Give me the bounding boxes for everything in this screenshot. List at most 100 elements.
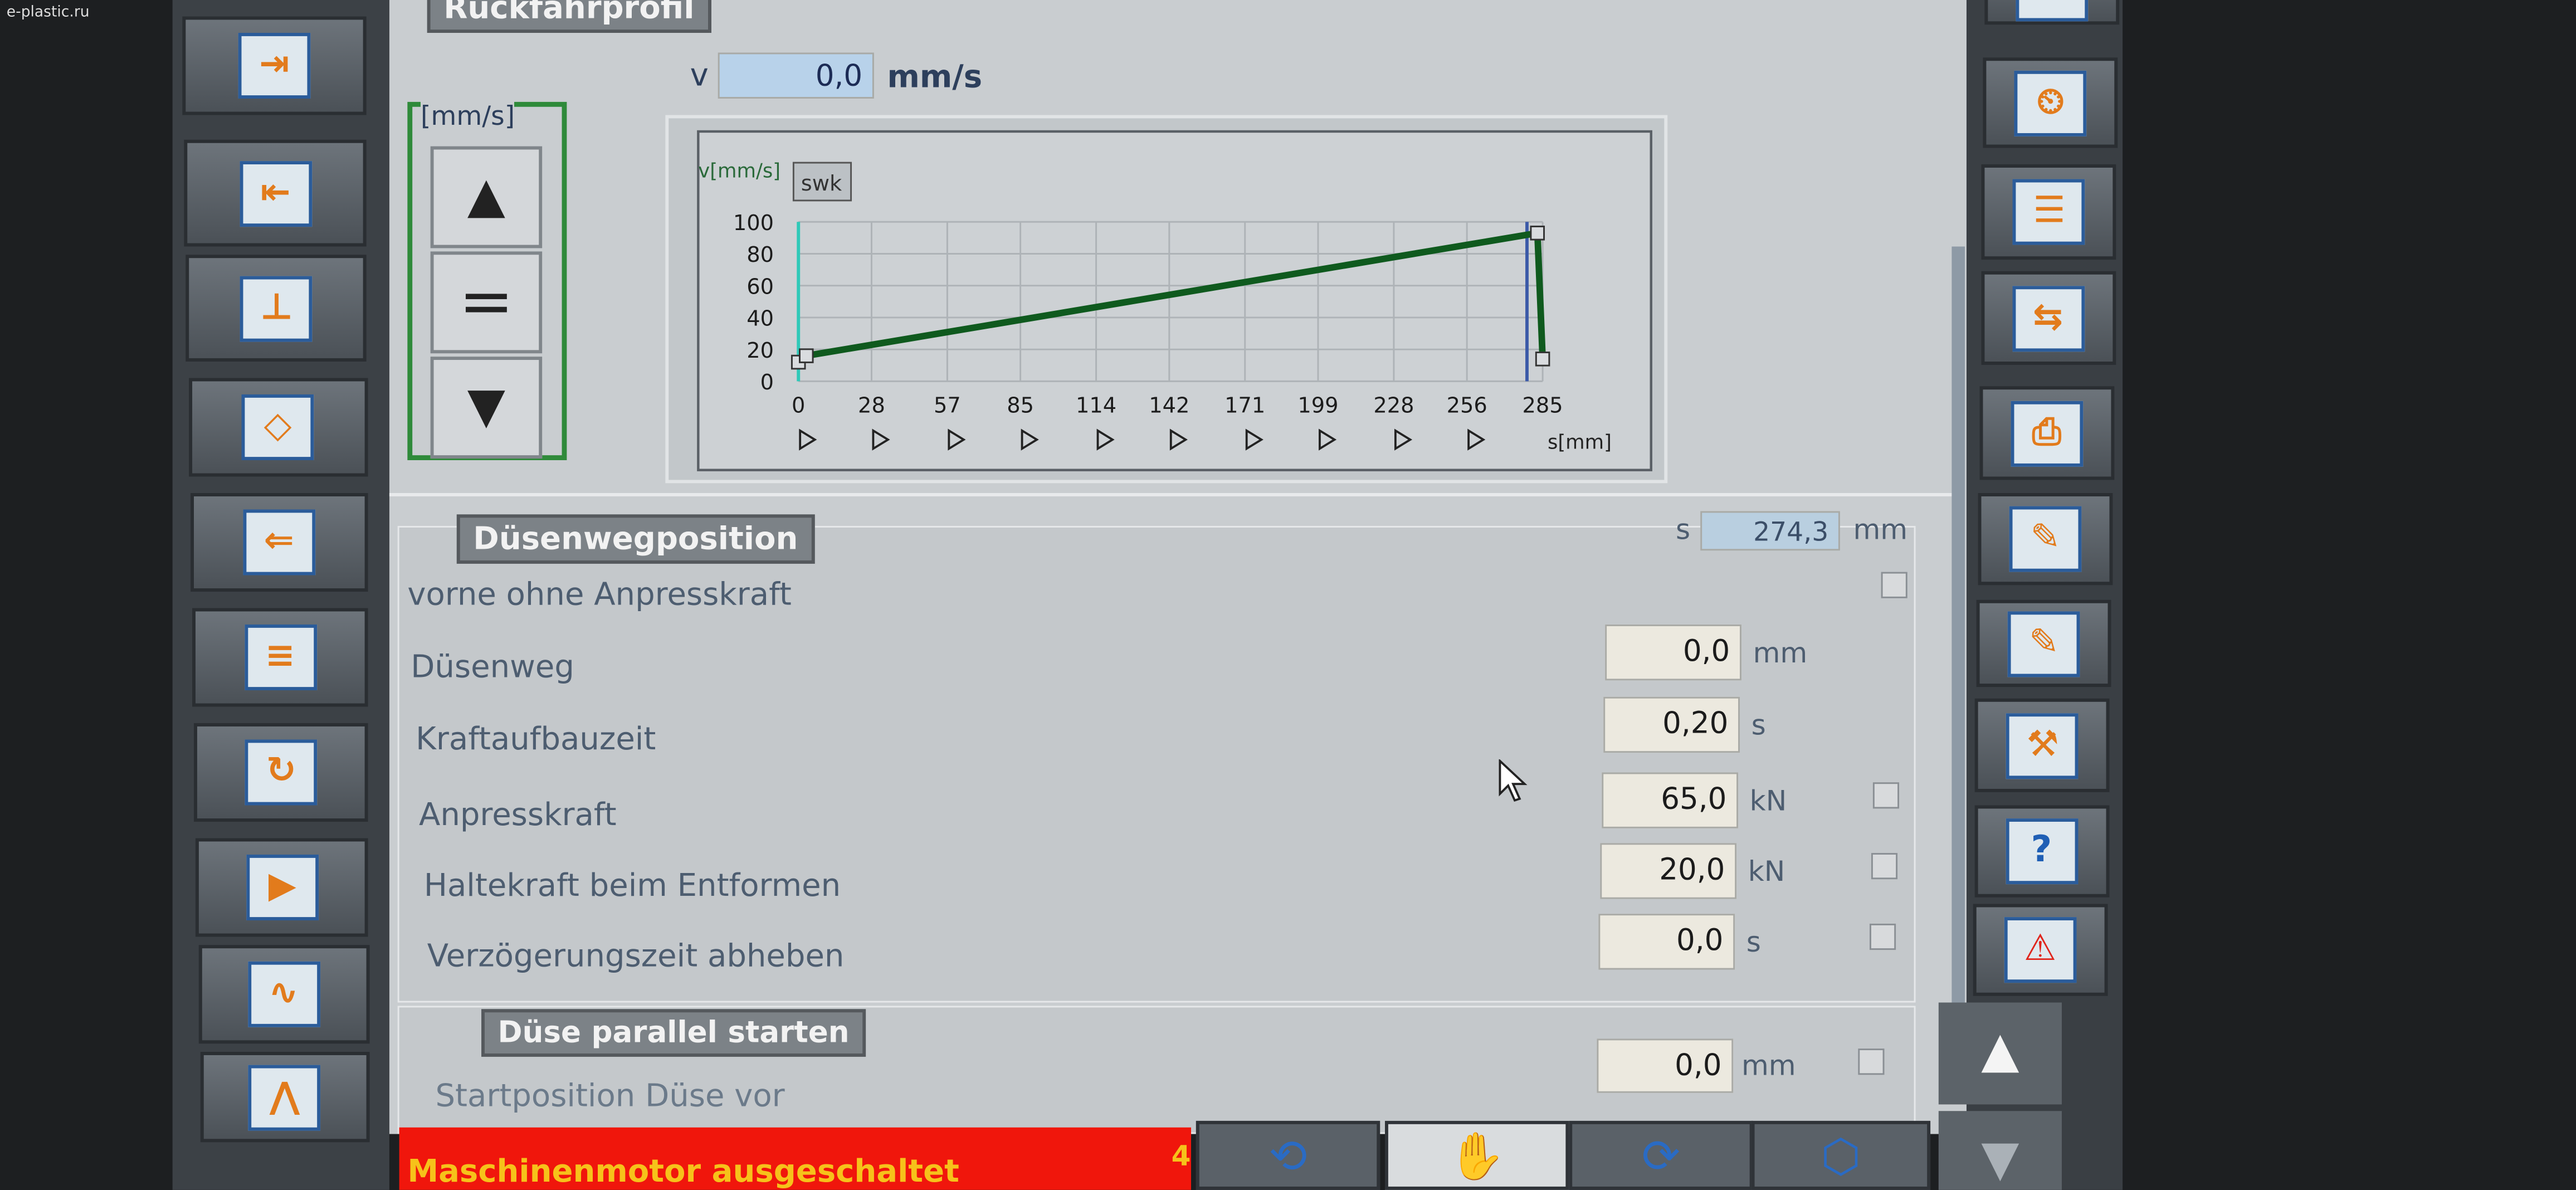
- auto-cycle-button[interactable]: ⟲: [1196, 1120, 1380, 1190]
- v-value-field[interactable]: 0,0: [718, 52, 874, 99]
- row-value-field[interactable]: 0,0: [1605, 625, 1741, 681]
- row-checkbox[interactable]: [1869, 923, 1896, 950]
- section-title-nozzle-position: Düsenwegposition: [456, 514, 814, 564]
- injection-unit-button[interactable]: ◇: [188, 378, 368, 477]
- marker-arrow-icon[interactable]: [799, 428, 817, 451]
- alarm-button[interactable]: ⚠: [1973, 904, 2107, 996]
- parallel-start-field[interactable]: 0,0: [1597, 1038, 1734, 1093]
- profile-point-handle[interactable]: [1530, 226, 1545, 241]
- semi-auto-button[interactable]: ⟳: [1569, 1120, 1753, 1190]
- parallel-start-checkbox[interactable]: [1858, 1048, 1885, 1075]
- y-tick-label: 0: [760, 370, 774, 395]
- chart-inner: [697, 130, 1652, 471]
- row-label: vorne ohne Anpresskraft: [407, 577, 792, 613]
- chart-frame: 0 28 57 85 114 142 171 199 228 256 285 0 20 40 60 80 100…: [665, 115, 1668, 484]
- row-unit: s: [1746, 926, 1761, 960]
- edit-settings-button[interactable]: ✎: [1977, 599, 2112, 687]
- y-axis-label: v[mm/s]: [698, 160, 780, 183]
- transfer-icon: ⇆: [2012, 285, 2085, 351]
- heating-icon: ∿: [247, 961, 320, 1027]
- screw-back-button[interactable]: ⇐: [190, 493, 368, 592]
- row-checkbox[interactable]: [1881, 572, 1907, 598]
- scroll-up-button[interactable]: ▲: [1938, 1002, 2062, 1105]
- heating-button[interactable]: ∿: [198, 945, 369, 1044]
- x-tick-label: 142: [1149, 393, 1189, 418]
- profile-point-handle[interactable]: [1535, 352, 1550, 367]
- screw-rotate-button[interactable]: ↻: [194, 723, 369, 822]
- row-checkbox[interactable]: [1872, 782, 1900, 809]
- row-value-field[interactable]: 20,0: [1600, 843, 1737, 899]
- nozzle-back-icon: ⇤: [239, 160, 312, 226]
- v-unit: mm/s: [887, 59, 983, 96]
- full-auto-button[interactable]: ⬡: [1751, 1120, 1931, 1190]
- save-button[interactable]: ▭: [1984, 0, 2120, 25]
- marker-arrow-icon[interactable]: [1096, 428, 1115, 451]
- s-unit: mm: [1853, 514, 1908, 548]
- printer-button[interactable]: ⎙: [1979, 386, 2114, 480]
- parallel-start-unit: mm: [1741, 1050, 1796, 1084]
- scrollbar[interactable]: [1951, 246, 1965, 1101]
- full-auto-icon: ⬡: [1821, 1129, 1861, 1183]
- marker-arrow-icon[interactable]: [1245, 428, 1263, 451]
- marker-arrow-icon[interactable]: [1319, 428, 1337, 451]
- transfer-button[interactable]: ⇆: [1980, 271, 2116, 365]
- y-tick-label: 80: [747, 242, 774, 267]
- row-unit: kN: [1749, 786, 1787, 819]
- x-tick-label: 57: [934, 393, 961, 418]
- y-tick-label: 40: [747, 306, 774, 331]
- row-unit: s: [1751, 710, 1766, 743]
- marker-arrow-icon[interactable]: [1169, 428, 1188, 451]
- injection-button[interactable]: ▶: [196, 838, 369, 937]
- x-tick-label: 28: [858, 393, 885, 418]
- marker-arrow-icon[interactable]: [872, 428, 890, 451]
- x-tick-label: 85: [1007, 393, 1034, 418]
- v-label: v: [690, 57, 709, 94]
- profile-point-handle[interactable]: [799, 348, 814, 363]
- row-checkbox[interactable]: [1871, 853, 1898, 880]
- pages-icon: ☰: [2013, 179, 2086, 245]
- tools-button[interactable]: ⚒: [1975, 698, 2110, 792]
- edit-icon: ✎: [2009, 506, 2082, 572]
- tools-icon: ⚒: [2006, 712, 2079, 778]
- hand-mode-button[interactable]: ✋: [1385, 1120, 1569, 1190]
- help-button[interactable]: ?: [1974, 805, 2109, 898]
- velocity-profile-chart: 0 28 57 85 114 142 171 199 228 256 285 0 20 40 60 80 100…: [697, 130, 1652, 471]
- speed-equal-button[interactable]: =: [430, 251, 543, 354]
- profile-graph-button[interactable]: ⋀: [200, 1052, 369, 1143]
- auto-cycle-icon: ⟲: [1269, 1129, 1307, 1183]
- marker-arrow-icon[interactable]: [1394, 428, 1413, 451]
- s-label: s: [1675, 514, 1691, 548]
- row-value-field[interactable]: 0,0: [1598, 914, 1735, 970]
- swk-button[interactable]: [792, 162, 852, 202]
- row-label: Düsenweg: [411, 649, 574, 686]
- marker-arrow-icon[interactable]: [1467, 428, 1486, 451]
- screw-rotate-icon: ↻: [245, 739, 318, 806]
- screw-profile-icon: ≡: [243, 625, 316, 690]
- status-bar: Maschinenmotor ausgeschaltet 4: [399, 1127, 1192, 1190]
- screw-back-icon: ⇐: [242, 509, 315, 576]
- edit-button[interactable]: ✎: [1978, 493, 2113, 586]
- marker-arrow-icon[interactable]: [1021, 428, 1039, 451]
- marker-arrow-icon[interactable]: [948, 428, 966, 451]
- row-label: Haltekraft beim Entformen: [423, 867, 841, 904]
- save-icon: ▭: [2016, 0, 2089, 21]
- nozzle-back-button[interactable]: ⇤: [184, 139, 367, 247]
- row-value-field[interactable]: 0,20: [1603, 696, 1740, 753]
- section-title-rueckfahrprofil: Rückfahrprofil: [427, 0, 711, 33]
- nozzle-contact-button[interactable]: ⊥: [186, 255, 367, 362]
- x-axis-label: s[mm]: [1548, 431, 1612, 453]
- nozzle-forward-button[interactable]: ⇥: [182, 16, 367, 115]
- pages-button[interactable]: ☰: [1982, 164, 2117, 260]
- scroll-down-button[interactable]: ▼: [1938, 1111, 2062, 1190]
- speed-up-button[interactable]: ▲: [430, 146, 543, 248]
- parallel-start-label: Startposition Düse vor: [435, 1078, 785, 1115]
- screw-profile-button[interactable]: ≡: [192, 608, 368, 707]
- row-value-field[interactable]: 65,0: [1602, 772, 1739, 828]
- x-tick-label: 0: [792, 393, 805, 418]
- row-unit: mm: [1753, 637, 1808, 671]
- row-label: Anpresskraft: [418, 797, 617, 833]
- timer-button[interactable]: ⏲: [1983, 57, 2118, 148]
- speed-down-button[interactable]: ▼: [430, 357, 543, 459]
- edit-settings-icon: ✎: [2008, 610, 2080, 676]
